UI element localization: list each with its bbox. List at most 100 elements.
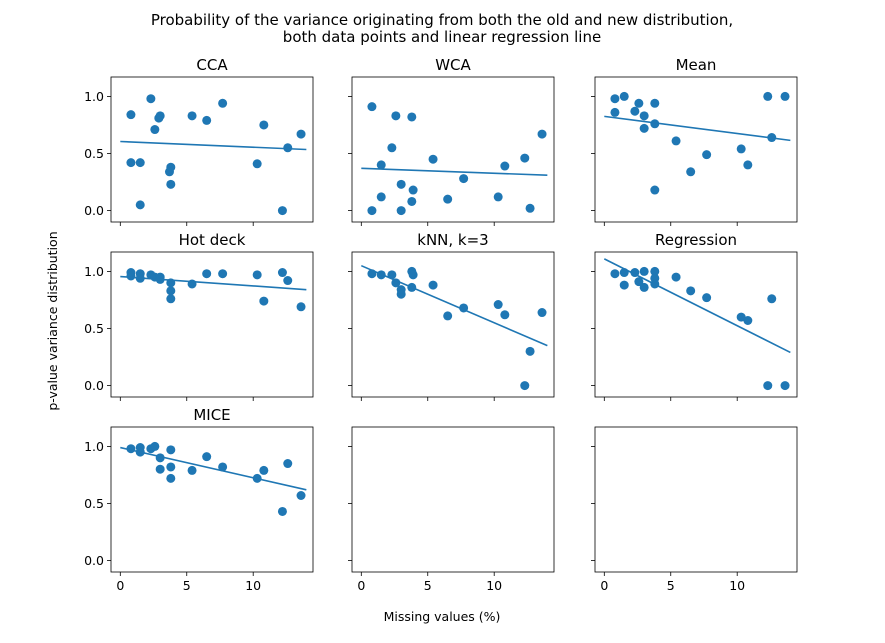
data-point (126, 271, 136, 281)
data-point (408, 270, 418, 280)
y-tick-label: 0.0 (84, 553, 104, 568)
y-tick-label: 0.0 (84, 203, 104, 218)
data-point (166, 473, 176, 483)
data-point (537, 308, 547, 318)
data-point (252, 270, 262, 280)
data-point (155, 464, 165, 474)
data-point (671, 272, 681, 282)
data-point (296, 491, 306, 501)
subplot-title: Hot deck (179, 231, 246, 249)
data-point (639, 266, 649, 276)
x-tick-label: 10 (486, 578, 502, 593)
data-point (166, 179, 176, 189)
axes-frame (594, 251, 798, 398)
regression-line (604, 115, 791, 142)
data-point (407, 112, 417, 122)
data-point (537, 129, 547, 139)
data-point (639, 282, 649, 292)
data-point (780, 91, 790, 101)
data-point (259, 465, 269, 475)
data-point (443, 311, 453, 321)
data-point (376, 192, 386, 202)
data-point (252, 159, 262, 169)
data-point (459, 174, 469, 184)
data-point (387, 143, 397, 153)
data-point (763, 91, 773, 101)
data-point (520, 153, 530, 163)
regression-line (120, 446, 307, 491)
y-tick-label: 1.0 (84, 89, 104, 104)
data-point (780, 381, 790, 391)
data-point (610, 94, 620, 104)
y-tick-label: 0.5 (84, 496, 104, 511)
data-point (520, 381, 530, 391)
data-point (525, 203, 535, 213)
data-point (187, 465, 197, 475)
data-point (407, 196, 417, 206)
data-point (202, 452, 212, 462)
data-point (202, 269, 212, 279)
subplot-grid: CCA 0.0 0.5 1.0 WCA Mean Hot deck 0.0 0.5 1.0 kNN,… (84, 56, 798, 593)
subplot-title: WCA (435, 56, 471, 74)
data-point (150, 441, 160, 451)
subplot-1: CCA 0.0 0.5 1.0 (84, 56, 314, 226)
data-point (634, 98, 644, 108)
data-point (391, 278, 401, 288)
data-point (686, 167, 696, 177)
subplot-8: 0 5 10 (348, 426, 555, 593)
data-point (650, 98, 660, 108)
data-point (187, 111, 197, 121)
subplot-2: WCA (348, 56, 555, 226)
data-point (146, 94, 156, 104)
y-tick-label: 0.5 (84, 321, 104, 336)
regression-line (360, 264, 548, 347)
data-point (619, 91, 629, 101)
data-point (218, 98, 228, 108)
data-point (650, 266, 660, 276)
subplot-title: CCA (196, 56, 228, 74)
data-point (610, 107, 620, 117)
x-tick-label: 5 (183, 578, 191, 593)
axes-frame (110, 76, 314, 223)
data-point (283, 143, 293, 153)
data-point (367, 102, 377, 112)
x-tick-label: 10 (245, 578, 261, 593)
data-point (743, 160, 753, 170)
data-point (443, 194, 453, 204)
data-point (702, 293, 712, 303)
data-point (296, 302, 306, 312)
data-point (686, 286, 696, 296)
data-point (500, 161, 510, 171)
data-point (296, 129, 306, 139)
data-point (283, 276, 293, 286)
y-tick-label: 0.0 (84, 378, 104, 393)
subplot-7: MICE 0.0 0.5 1.0 0 5 10 (84, 406, 314, 593)
x-tick-label: 0 (116, 578, 124, 593)
data-point (639, 123, 649, 133)
data-point (428, 280, 438, 290)
subplot-9: 0 5 10 (591, 426, 798, 593)
data-point (155, 111, 165, 121)
data-point (126, 110, 136, 120)
data-point (619, 280, 629, 290)
regression-line (120, 140, 307, 151)
data-point (493, 192, 503, 202)
data-point (630, 106, 640, 116)
data-point (218, 269, 228, 279)
axes-frame (110, 251, 314, 398)
data-point (639, 111, 649, 121)
axes-frame (594, 426, 798, 573)
data-point (135, 200, 145, 210)
regression-line (120, 275, 307, 291)
data-point (743, 316, 753, 326)
data-point (135, 158, 145, 168)
subplot-5: kNN, k=3 (348, 231, 555, 401)
x-tick-label: 5 (667, 578, 675, 593)
data-point (283, 459, 293, 469)
data-point (650, 185, 660, 195)
subplot-title: Regression (655, 231, 737, 249)
data-point (259, 296, 269, 306)
x-tick-label: 5 (424, 578, 432, 593)
data-point (763, 381, 773, 391)
figure-title-line-2: both data points and linear regression l… (283, 28, 601, 46)
